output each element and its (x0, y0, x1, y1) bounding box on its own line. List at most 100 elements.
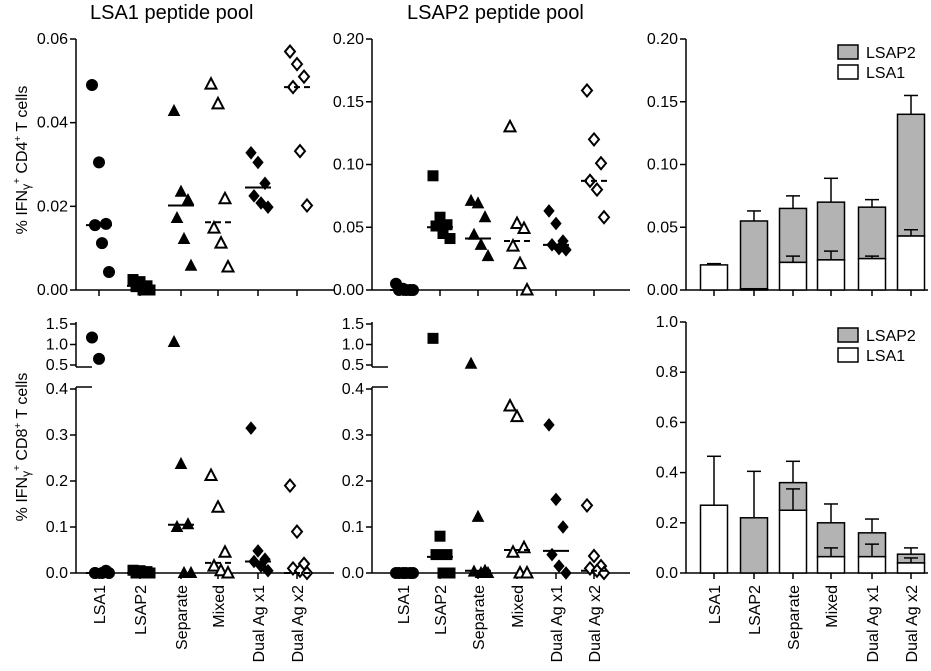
panel-bottom-left-category-label: LSA1 (92, 585, 109, 624)
panel-bottom-middle#4-y-tick-label: 0.5 (342, 357, 364, 374)
panel-bottom-left#3-y-tick-label: 1.0 (46, 337, 68, 354)
data-point-dual-ag-x2 (597, 209, 611, 225)
panel-bottom-right-category-label: Separate (786, 585, 803, 650)
data-point-dual-ag-x2 (293, 143, 307, 159)
data-point-dual-ag-x2 (583, 173, 597, 189)
panel-bottom-left#3-y-tick-label: 0.0 (46, 565, 68, 582)
data-point-mixed (206, 557, 222, 572)
panel-top-left#0-y-tick-label: 0.06 (37, 31, 68, 48)
data-point-mixed (509, 408, 525, 423)
panel-top-right#2-y-tick-label: 0.00 (647, 282, 678, 299)
panel-bottom-left-category-label: Separate (174, 585, 191, 650)
legend-label-lsap2: LSAP2 (866, 328, 916, 345)
data-point-mixed (213, 562, 229, 577)
bar-lsa1 (896, 235, 926, 291)
legend-label-lsa1: LSA1 (866, 348, 905, 365)
panel-bottom-left#3-y-tick-label: 0.3 (46, 427, 68, 444)
data-point-separate (184, 565, 198, 578)
y-axis-label-cd4: % IFNγ+ CD4+ T cells (12, 86, 33, 235)
panel-bottom-left-category-label: Mixed (211, 585, 228, 628)
panel-bottom-middle-category-label: Mixed (510, 585, 527, 628)
y-label-cd8-sup2: + (13, 423, 24, 429)
panel-top-left#0-y-tick-label: 0.02 (37, 198, 68, 215)
data-point-dual-ag-x2 (283, 478, 297, 494)
panel-top-middle#1-y-tick-label: 0.20 (333, 31, 364, 48)
data-point-dual-ag-x1 (262, 563, 274, 578)
y-label-cd4-sup2: + (13, 136, 24, 142)
panel-top-middle#1-y-tick-label: 0.15 (333, 94, 364, 111)
data-point-mixed (203, 467, 219, 481)
panel-bottom-right#5-y-tick-label: 0.2 (656, 515, 678, 532)
data-point-mixed (220, 258, 236, 273)
legend-swatch-lsa1 (837, 347, 859, 363)
panel-bottom-right-category-label: Dual Ag x2 (904, 585, 921, 662)
y-label-cd4-sup1: + (12, 178, 23, 184)
data-point-lsa1 (93, 156, 105, 169)
data-point-dual-ag-x1 (248, 189, 260, 203)
data-point-mixed (220, 564, 236, 579)
y-label-cd4-post: T cells (14, 86, 31, 136)
data-point-lsap2 (444, 233, 456, 245)
y-label-cd8-cd: CD8 (14, 428, 31, 465)
data-point-dual-ag-x1 (543, 418, 555, 432)
data-point-lsap2 (430, 220, 442, 232)
data-point-dual-ag-x1 (560, 566, 572, 580)
data-point-separate (464, 356, 478, 369)
legend-swatch-lsa1 (837, 64, 859, 80)
figure-title-lsap2: LSAP2 peptide pool (407, 2, 584, 24)
data-point-separate (481, 249, 495, 262)
data-point-separate (181, 517, 195, 530)
bar-lsap2 (739, 517, 769, 574)
data-point-dual-ag-x2 (283, 43, 297, 60)
panel-bottom-middle#4-y-tick-label: 0.2 (342, 473, 364, 490)
data-point-separate (167, 103, 181, 116)
panel-bottom-right-category-label: Mixed (824, 585, 841, 628)
panel-top-left#0-y-tick-label: 0.00 (37, 282, 68, 299)
data-point-dual-ag-x1 (553, 559, 565, 573)
y-label-cd4-cd: CD4 (14, 141, 31, 178)
data-point-mixed (210, 95, 226, 110)
panel-bottom-right-category-label: Dual Ag x1 (865, 585, 882, 662)
data-point-separate (471, 196, 485, 209)
data-point-mixed (519, 281, 535, 296)
bar-lsa1 (896, 562, 926, 574)
panel-bottom-middle-category-label: LSA1 (396, 585, 413, 624)
panel-bottom-middle-category-label: Separate (471, 585, 488, 650)
panel-top-right#2-y-tick-label: 0.05 (647, 219, 678, 236)
data-point-separate (170, 519, 184, 532)
data-point-dual-ag-x1 (259, 176, 271, 191)
bar-lsa1 (857, 257, 887, 291)
panel-bottom-right-category-label: LSAP2 (747, 585, 764, 635)
panel-bottom-right-category-label: LSA1 (707, 585, 724, 624)
panel-bottom-left-category-label: Dual Ag x1 (251, 585, 268, 662)
panel-bottom-left-category-label: LSAP2 (133, 585, 150, 635)
panel-bottom-left#3-y-tick-label: 0.2 (46, 473, 68, 490)
bar-lsa1 (699, 264, 729, 291)
panel-bottom-left#3-y-tick-label: 0.5 (46, 357, 68, 374)
data-point-mixed (509, 215, 525, 229)
data-point-dual-ag-x2 (580, 82, 594, 99)
panel-bottom-left-category-label: Dual Ag x2 (290, 585, 307, 662)
data-point-dual-ag-x2 (587, 548, 601, 564)
panel-bottom-middle-category-label: Dual Ag x2 (587, 585, 604, 662)
data-point-dual-ag-x2 (290, 56, 304, 72)
panel-bottom-left#3-y-tick-label: 1.5 (46, 316, 68, 333)
bar-lsa1 (816, 555, 846, 574)
panel-bottom-right#5-y-tick-label: 0.4 (656, 465, 678, 482)
data-point-dual-ag-x1 (550, 216, 562, 231)
data-point-dual-ag-x1 (557, 520, 569, 534)
data-point-separate (170, 210, 184, 224)
bar-lsa1 (857, 555, 887, 574)
data-point-mixed (516, 220, 532, 235)
data-point-separate (481, 565, 495, 578)
legend-swatch-lsap2 (837, 327, 859, 343)
data-point-lsap2 (430, 549, 442, 561)
legend-label-lsa1: LSA1 (866, 65, 905, 82)
data-point-separate (167, 334, 181, 348)
data-point-separate (464, 193, 478, 206)
y-label-cd8-sup1: + (12, 465, 23, 471)
data-point-dual-ag-x2 (594, 155, 608, 171)
data-point-dual-ag-x1 (245, 146, 257, 160)
panel-bottom-left#3-y-tick-label: 0.4 (46, 381, 68, 398)
